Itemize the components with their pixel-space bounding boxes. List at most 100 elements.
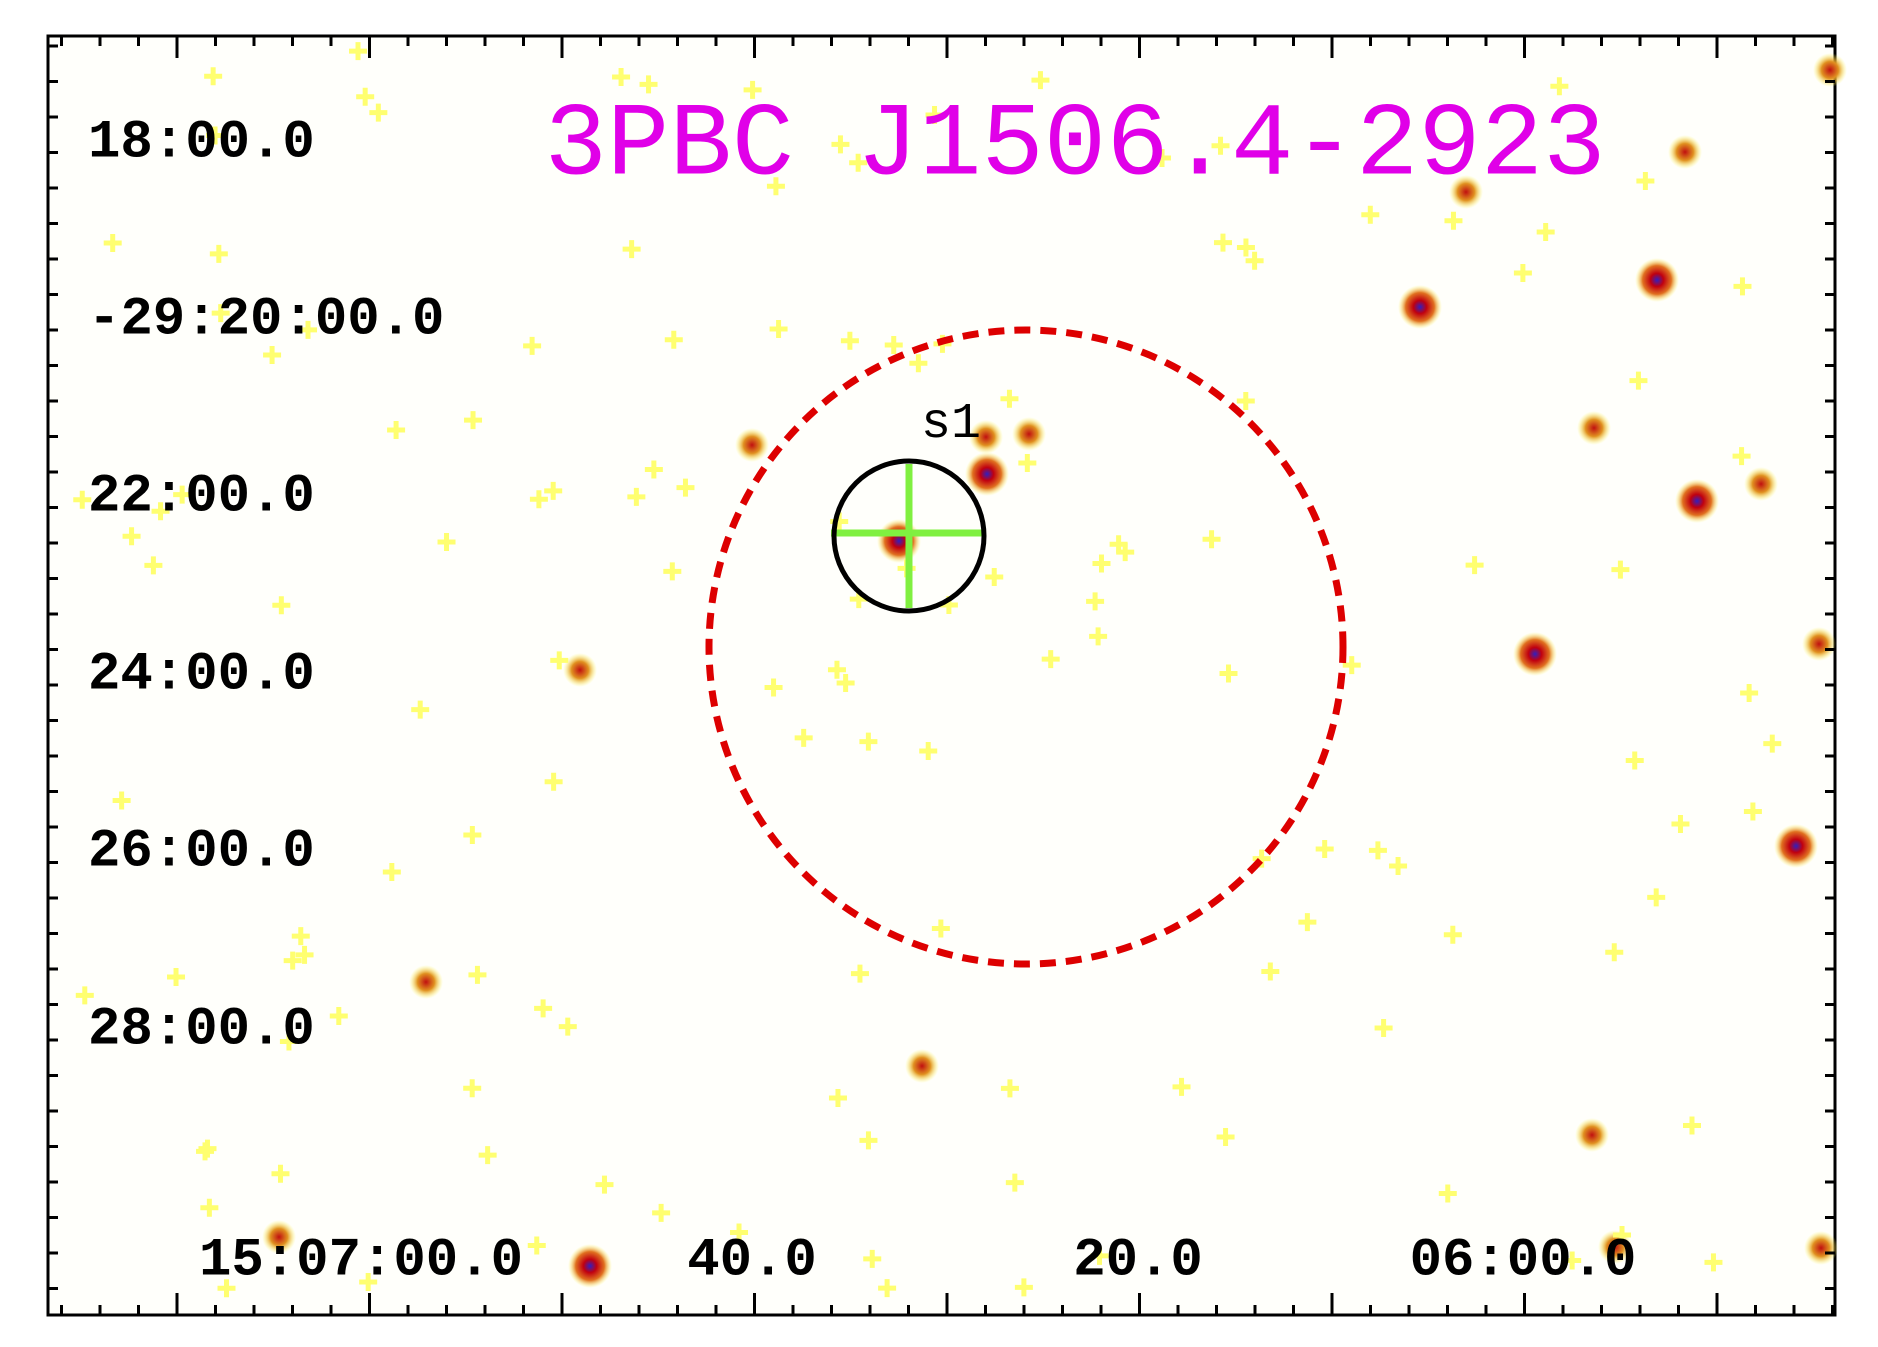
faint-source [925, 106, 944, 125]
faint-source [595, 1175, 614, 1194]
faint-source [850, 964, 869, 983]
faint-source [1389, 857, 1408, 876]
faint-source [1261, 962, 1280, 981]
faint-source [663, 562, 682, 581]
faint-source [206, 126, 225, 145]
faint-source [411, 700, 430, 719]
faint-source [478, 1146, 497, 1165]
faint-source [884, 336, 903, 355]
faint-source [73, 490, 92, 509]
dec-label: 22:00.0 [88, 466, 315, 527]
faint-source [1202, 530, 1221, 549]
source-circle [831, 458, 987, 614]
faint-source [1763, 734, 1782, 753]
faint-source [523, 336, 542, 355]
source [1012, 417, 1046, 451]
source [1744, 467, 1778, 501]
faint-source [468, 965, 487, 984]
faint-source [627, 487, 646, 506]
error-ellipse [705, 326, 1347, 968]
faint-source [1611, 560, 1630, 579]
faint-source [909, 354, 928, 373]
faint-source [1361, 205, 1380, 224]
faint-source [272, 596, 291, 615]
faint-source [1732, 447, 1751, 466]
faint-source [1636, 172, 1655, 191]
faint-source [196, 1142, 215, 1161]
faint-source [1245, 251, 1264, 270]
source [1635, 258, 1679, 302]
faint-source [730, 1223, 749, 1242]
faint-source [1438, 1184, 1457, 1203]
faint-source [359, 1273, 378, 1292]
faint-source [1153, 148, 1172, 167]
faint-source [1704, 1253, 1723, 1272]
faint-source [204, 67, 223, 86]
dec-label: 26:00.0 [88, 821, 315, 882]
faint-source [387, 421, 406, 440]
faint-source [1086, 592, 1105, 611]
faint-source [828, 1089, 847, 1108]
faint-source [1342, 656, 1361, 675]
faint-source [652, 1203, 671, 1222]
faint-source [1613, 1225, 1632, 1244]
faint-source [122, 527, 141, 546]
source-label: s1 [921, 396, 981, 453]
faint-source [1743, 802, 1762, 821]
faint-source [558, 1017, 577, 1036]
faint-source [664, 330, 683, 349]
faint-source [859, 1131, 878, 1150]
faint-source [1647, 888, 1666, 907]
source [1675, 479, 1719, 523]
faint-source [1211, 136, 1230, 155]
faint-source [295, 945, 314, 964]
faint-source [1041, 650, 1060, 669]
faint-source [544, 772, 563, 791]
faint-source [859, 732, 878, 751]
source [1449, 175, 1483, 209]
source [1774, 824, 1818, 868]
faint-source [1605, 943, 1624, 962]
faint-source [1368, 841, 1387, 860]
faint-source [622, 240, 641, 259]
faint-source [766, 177, 785, 196]
faint-source [1109, 535, 1128, 554]
faint-source [356, 87, 375, 106]
faint-source [644, 460, 663, 479]
faint-source [676, 478, 695, 497]
ra-label: 15:07:00.0 [199, 1230, 523, 1291]
source [877, 519, 921, 563]
faint-source [463, 1079, 482, 1098]
faint-source [1219, 664, 1238, 683]
faint-source [1252, 849, 1271, 868]
faint-source [1298, 913, 1317, 932]
faint-source [1625, 751, 1644, 770]
faint-source [151, 502, 170, 521]
faint-source [283, 951, 302, 970]
faint-source [1629, 371, 1648, 390]
faint-source [639, 75, 658, 94]
faint-source [1374, 1019, 1393, 1038]
faint-source [550, 651, 569, 670]
faint-source [1682, 1116, 1701, 1135]
faint-source [75, 986, 94, 1005]
faint-source [794, 728, 813, 747]
faint-source [1444, 211, 1463, 230]
source [905, 1049, 939, 1083]
dec-label: -29:20:00.0 [88, 289, 444, 350]
faint-source [1236, 392, 1255, 411]
faint-source [863, 1249, 882, 1268]
faint-source [1018, 453, 1037, 472]
source [1802, 627, 1836, 661]
faint-source [1031, 71, 1050, 90]
source [965, 452, 1009, 496]
faint-source [1236, 238, 1255, 257]
faint-source [1000, 1079, 1019, 1098]
dec-label: 24:00.0 [88, 644, 315, 705]
source [969, 420, 1003, 454]
faint-source [217, 1279, 236, 1298]
faint-source [271, 1164, 290, 1183]
faint-source [931, 919, 950, 938]
source [1804, 1231, 1838, 1265]
